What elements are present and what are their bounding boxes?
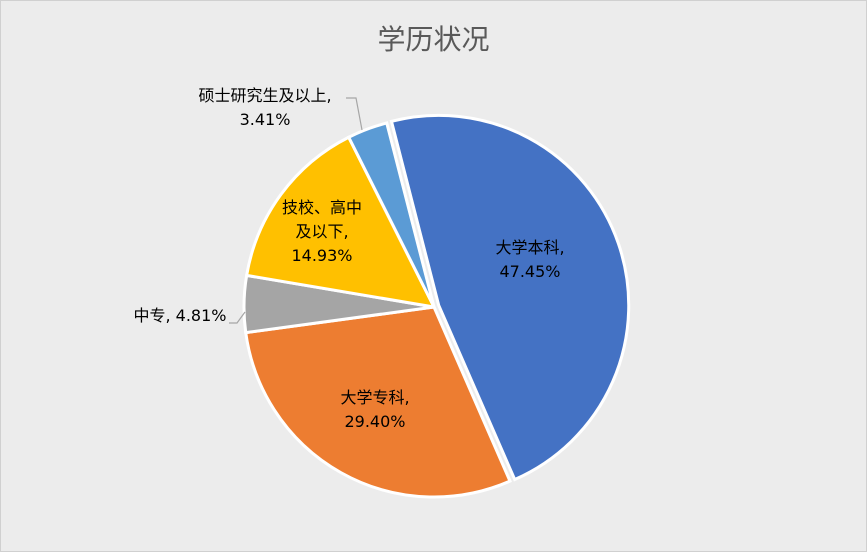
leader-line	[229, 311, 246, 324]
data-label-line: 技校、高中	[281, 198, 362, 217]
data-label-5: 硕士研究生及以上, 3.41%	[170, 84, 360, 132]
chart-title: 学历状况	[377, 23, 490, 56]
data-label-line: 中专, 4.81%	[133, 306, 227, 325]
data-label-4: 技校、高中及以下, 14.93%	[262, 196, 382, 268]
data-label-3: 中专, 4.81%	[125, 304, 235, 328]
data-label-line: 大学本科,	[495, 238, 565, 257]
pie-slice-4	[244, 135, 437, 309]
data-label-line: 及以下,	[295, 222, 349, 241]
data-label-line: 大学专科,	[340, 388, 410, 407]
data-label-2: 大学专科, 29.40%	[310, 386, 440, 434]
data-label-line: 硕士研究生及以上,	[198, 86, 332, 105]
data-label-line: 3.41%	[239, 110, 291, 129]
data-label-line: 29.40%	[344, 412, 406, 431]
data-label-1: 大学本科, 47.45%	[470, 236, 590, 284]
pie-slice-5	[346, 121, 436, 308]
data-label-line: 47.45%	[499, 262, 561, 281]
leader-line	[346, 97, 363, 131]
pie-slice-1	[389, 113, 631, 482]
pie-slice-2	[244, 305, 512, 499]
data-label-line: 14.93%	[291, 246, 353, 265]
